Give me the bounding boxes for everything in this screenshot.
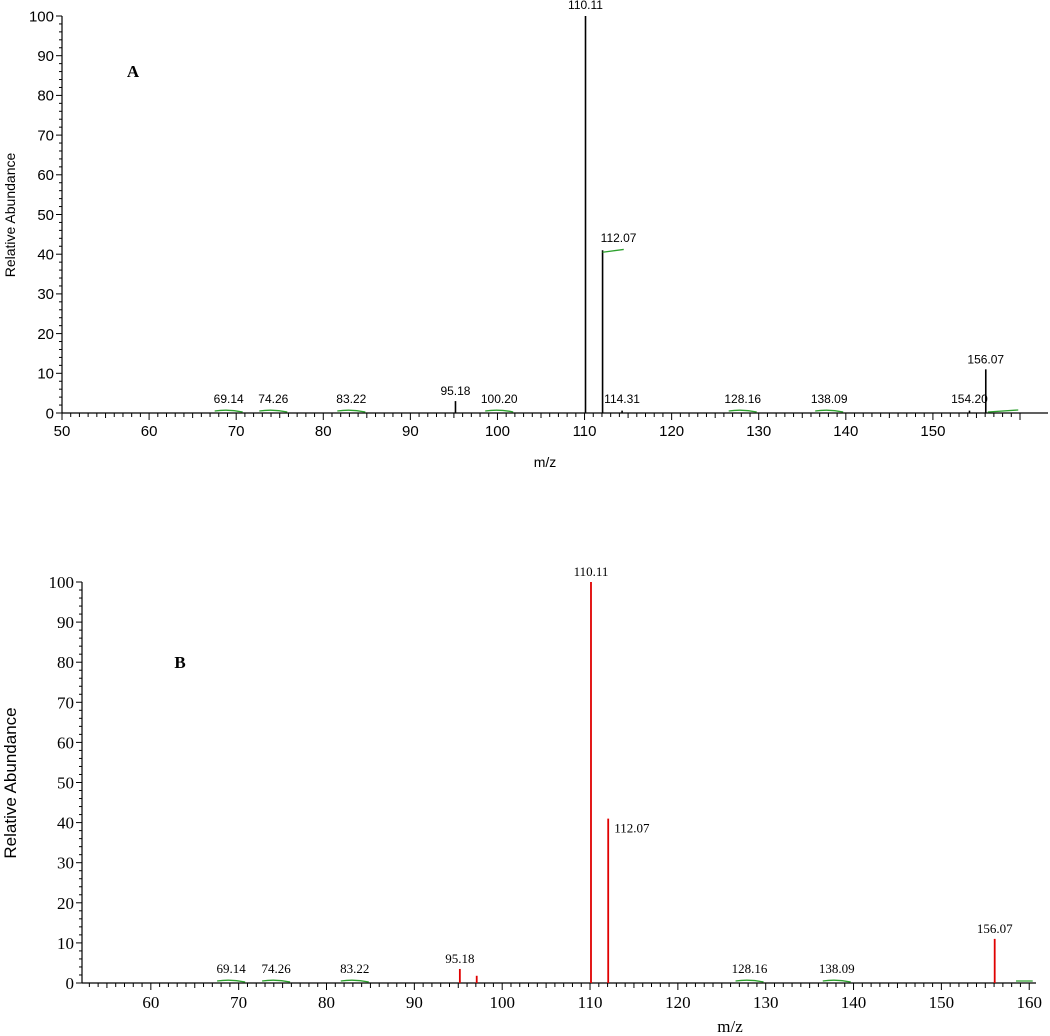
y-tick-label: 30 bbox=[57, 854, 74, 873]
x-tick-label: 70 bbox=[228, 423, 245, 440]
peak-label: 74.26 bbox=[258, 392, 288, 406]
y-axis-title-b: Relative Abundance bbox=[1, 707, 20, 858]
y-tick-label: 80 bbox=[37, 88, 54, 105]
x-tick-label: 70 bbox=[230, 993, 247, 1012]
y-tick-label: 80 bbox=[57, 653, 74, 672]
y-tick-label: 20 bbox=[57, 894, 74, 913]
x-tick-label: 60 bbox=[142, 993, 159, 1012]
x-tick-label: 150 bbox=[929, 993, 955, 1012]
y-tick-label: 60 bbox=[57, 733, 74, 752]
x-axis-title-a: m/z bbox=[534, 454, 557, 470]
peak-top-trace bbox=[602, 248, 624, 253]
peak-label: 112.07 bbox=[601, 231, 637, 245]
x-tick-label: 100 bbox=[485, 423, 510, 440]
peak-label: 138.09 bbox=[811, 392, 848, 406]
panel-label-b: B bbox=[174, 653, 185, 672]
minor-peak-trace bbox=[214, 409, 243, 413]
y-tick-label: 50 bbox=[37, 207, 54, 224]
y-tick-label: 10 bbox=[37, 366, 54, 383]
peak-label: 110.11 bbox=[574, 564, 609, 579]
y-tick-label: 50 bbox=[57, 773, 74, 792]
x-tick-label: 120 bbox=[665, 993, 691, 1012]
peak-label: 154.20 bbox=[951, 392, 988, 406]
minor-peak-trace bbox=[822, 979, 851, 983]
peak-label: 110.11 bbox=[568, 0, 603, 12]
x-tick-label: 150 bbox=[920, 423, 945, 440]
x-tick-label: 50 bbox=[54, 423, 71, 440]
x-tick-label: 140 bbox=[841, 993, 867, 1012]
peak-label: 83.22 bbox=[336, 392, 366, 406]
minor-peak-trace bbox=[217, 979, 246, 983]
x-tick-label: 90 bbox=[406, 993, 423, 1012]
y-tick-label: 40 bbox=[37, 246, 54, 263]
minor-peak-trace bbox=[815, 409, 844, 413]
y-tick-label: 100 bbox=[49, 573, 75, 592]
minor-peak-trace bbox=[340, 979, 369, 983]
y-axis-title-a: Relative Abundance bbox=[2, 153, 18, 278]
x-tick-label: 80 bbox=[318, 993, 335, 1012]
minor-peak-trace bbox=[259, 409, 288, 413]
y-tick-label: 70 bbox=[57, 693, 74, 712]
y-tick-label: 70 bbox=[37, 127, 54, 144]
peak-label: 83.22 bbox=[340, 961, 369, 976]
peak-label: 95.18 bbox=[440, 384, 470, 398]
peak-label: 112.07 bbox=[614, 821, 650, 836]
peak-label: 128.16 bbox=[724, 392, 761, 406]
x-tick-label: 120 bbox=[659, 423, 684, 440]
panel-label-a: A bbox=[127, 62, 140, 81]
y-tick-label: 10 bbox=[57, 934, 74, 953]
x-tick-label: 130 bbox=[746, 423, 771, 440]
x-axis-title-b: m/z bbox=[717, 1017, 743, 1036]
x-tick-label: 160 bbox=[1016, 993, 1042, 1012]
y-tick-label: 90 bbox=[57, 613, 74, 632]
minor-peak-trace bbox=[262, 979, 291, 983]
y-tick-label: 60 bbox=[37, 167, 54, 184]
peak-label: 100.20 bbox=[481, 392, 518, 406]
chart-panel-b: B m/z Relative Abundance 0 10 20 30 40 50 60 70… bbox=[1, 564, 1042, 1036]
x-tick-label: 110 bbox=[573, 423, 597, 440]
x-tick-label: 130 bbox=[753, 993, 779, 1012]
x-tick-label: 90 bbox=[402, 423, 419, 440]
x-tick-label: 80 bbox=[315, 423, 332, 440]
peak-label: 69.14 bbox=[214, 392, 244, 406]
minor-peak-trace bbox=[485, 409, 514, 413]
peak-label: 138.09 bbox=[819, 961, 855, 976]
peak-label: 156.07 bbox=[977, 921, 1013, 936]
peak-label: 74.26 bbox=[261, 961, 291, 976]
minor-peak-trace bbox=[337, 409, 366, 413]
minor-peak-trace bbox=[728, 409, 757, 413]
x-tick-label: 110 bbox=[578, 993, 603, 1012]
y-tick-label: 40 bbox=[57, 814, 74, 833]
peak-label: 114.31 bbox=[604, 392, 640, 406]
y-tick-label: 90 bbox=[37, 48, 54, 65]
y-tick-label: 0 bbox=[46, 405, 54, 422]
minor-peak-trace bbox=[735, 979, 764, 983]
y-tick-label: 0 bbox=[66, 974, 75, 993]
peak-label: 95.18 bbox=[445, 951, 474, 966]
peak-label: 69.14 bbox=[216, 961, 246, 976]
y-tick-label: 30 bbox=[37, 286, 54, 303]
peak-label: 156.07 bbox=[967, 352, 1004, 366]
x-tick-label: 100 bbox=[489, 993, 515, 1012]
y-tick-label: 20 bbox=[37, 326, 54, 343]
y-tick-label: 100 bbox=[29, 8, 54, 25]
peak-label: 128.16 bbox=[732, 961, 768, 976]
tail-trace bbox=[987, 409, 1019, 413]
x-tick-label: 140 bbox=[833, 423, 858, 440]
x-tick-label: 60 bbox=[141, 423, 158, 440]
chart-panel-a: A m/z Relative Abundance 0 10 20 30 40 50 60 70… bbox=[2, 0, 1048, 470]
